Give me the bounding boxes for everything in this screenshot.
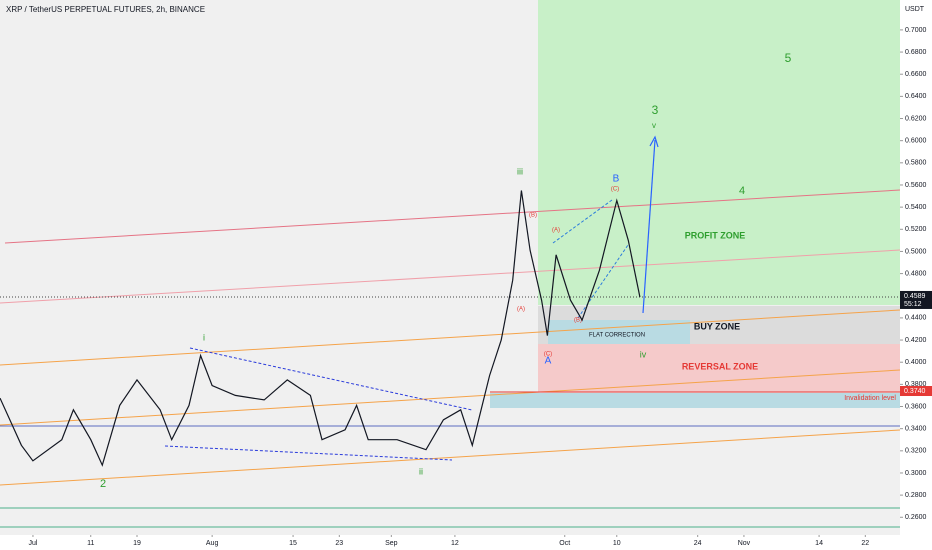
annotation: FLAT CORRECTION (589, 333, 645, 339)
y-tick-label: 0.5200 (905, 226, 927, 233)
y-tick-label: 0.2800 (905, 492, 927, 499)
wave-label: iii (517, 166, 523, 176)
wave-label: (A) (552, 228, 560, 234)
y-tick-label: 0.5800 (905, 160, 927, 167)
invalidation-price-box (900, 386, 932, 397)
x-tick-label: Aug (206, 540, 219, 547)
y-tick-label: 0.4000 (905, 359, 927, 366)
wave-label: (C) (544, 352, 552, 358)
currency-label: USDT (905, 6, 925, 13)
y-tick-label: 0.5000 (905, 248, 927, 255)
wave-label: 3 (652, 103, 659, 117)
x-tick-label: 15 (289, 540, 297, 547)
y-tick-label: 0.3800 (905, 381, 927, 388)
x-tick-label: 22 (861, 540, 869, 547)
x-tick-label: 23 (335, 540, 343, 547)
x-tick-label: 10 (613, 540, 621, 547)
x-tick-label: 19 (133, 540, 141, 547)
wave-label: 5 (785, 51, 792, 65)
y-tick-label: 0.7000 (905, 27, 927, 34)
annotation: PROFIT ZONE (685, 230, 746, 240)
annotation: REVERSAL ZONE (682, 361, 758, 371)
countdown: 55:12 (904, 301, 922, 308)
y-tick-label: 0.6800 (905, 49, 927, 56)
wave-label: (B) (529, 213, 537, 219)
price-axis (900, 0, 932, 550)
wave-label: v (652, 121, 656, 130)
price-line (0, 190, 641, 467)
wave-label: 2 (100, 478, 106, 490)
invalidation-band (490, 393, 900, 408)
y-tick-label: 0.6200 (905, 115, 927, 122)
wave-label: A (545, 356, 552, 367)
y-tick-label: 0.6600 (905, 71, 927, 78)
profit-zone (538, 0, 900, 305)
x-tick-label: Nov (738, 540, 751, 547)
y-tick-label: 0.3600 (905, 403, 927, 410)
y-tick-label: 0.2600 (905, 514, 927, 521)
time-axis (0, 535, 900, 550)
x-tick-label: Sep (385, 540, 398, 547)
x-tick-label: 11 (87, 540, 94, 547)
y-tick-label: 0.5400 (905, 204, 927, 211)
wave-label: iv (640, 349, 647, 359)
x-tick-label: 24 (694, 540, 702, 547)
wave-label: (B) (574, 318, 582, 324)
wave-label: ii (419, 466, 423, 476)
y-tick-label: 0.6000 (905, 138, 927, 145)
x-tick-label: Oct (559, 540, 570, 547)
last-price-box (900, 290, 932, 309)
channel-lines (0, 135, 901, 528)
wave-label: B (613, 174, 620, 185)
x-tick-label: Jul (28, 540, 37, 547)
last-price-label: 0.4589 (904, 293, 926, 300)
wave-label: 4 (739, 185, 745, 197)
y-tick-label: 0.4200 (905, 337, 927, 344)
y-tick-label: 0.3400 (905, 426, 927, 433)
annotation: BUY ZONE (694, 321, 740, 331)
wave-label: (A) (517, 307, 525, 313)
x-tick-label: 12 (451, 540, 459, 547)
invalidation-price-label: 0.3740 (904, 388, 926, 395)
y-tick-label: 0.5600 (905, 182, 927, 189)
annotation: Invalidation level (844, 395, 896, 402)
y-tick-label: 0.3000 (905, 470, 927, 477)
wave-label: (C) (611, 187, 619, 193)
chart-title: XRP / TetherUS PERPETUAL FUTURES, 2h, BI… (6, 5, 205, 14)
wave-label: i (203, 332, 205, 342)
y-tick-label: 0.6400 (905, 93, 927, 100)
x-tick-label: 14 (815, 540, 823, 547)
y-tick-label: 0.4800 (905, 270, 927, 277)
reversal-zone (538, 344, 900, 392)
y-tick-label: 0.3200 (905, 448, 927, 455)
y-tick-label: 0.4400 (905, 315, 927, 322)
